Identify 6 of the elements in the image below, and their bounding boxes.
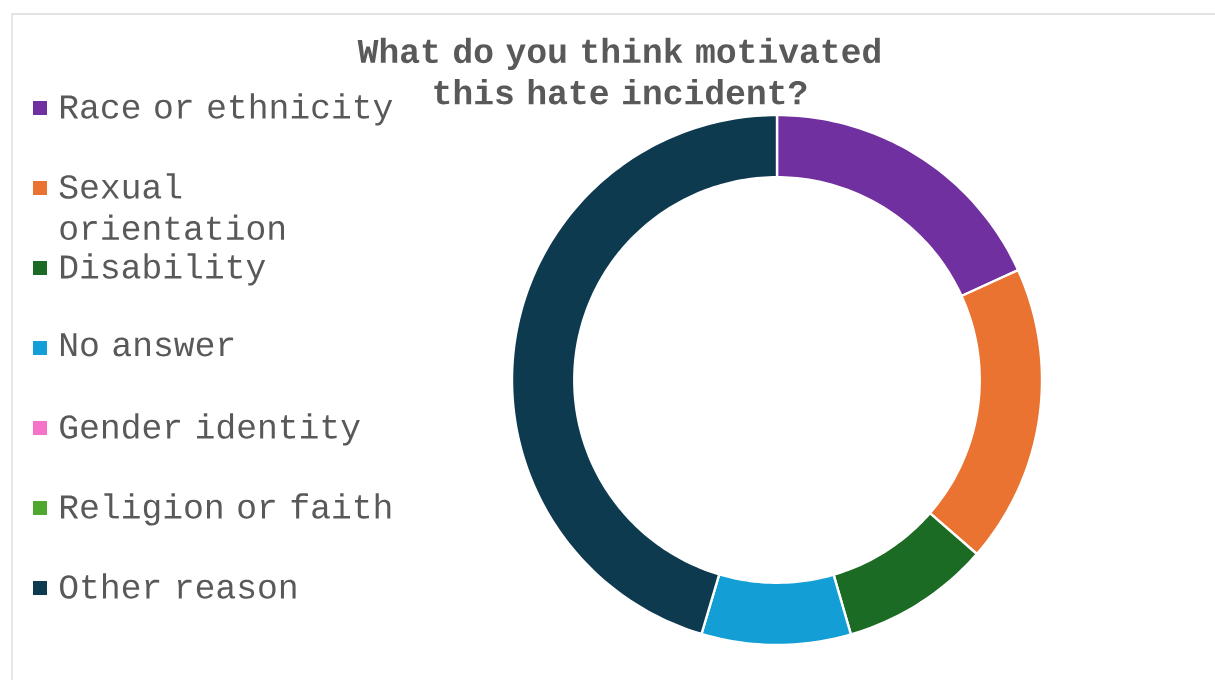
legend-label: Disability: [61, 253, 266, 286]
legend-label: No answer: [61, 333, 234, 357]
legend-label: Other reason: [60, 573, 296, 599]
legend-label: Sexual orientation: [59, 173, 285, 241]
legend-label: Gender identity: [60, 413, 360, 446]
legend-label: Religion or faith: [61, 493, 391, 526]
